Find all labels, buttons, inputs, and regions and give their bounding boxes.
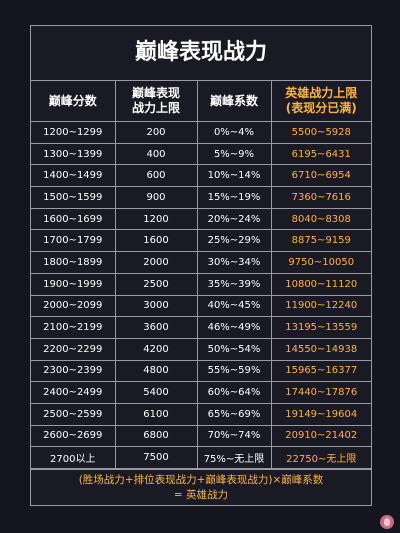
cell-score: 2000~2099 bbox=[31, 294, 116, 318]
cell-score: 2700以上 bbox=[31, 446, 116, 469]
cell-score: 1500~1599 bbox=[31, 186, 116, 209]
formula-line-1: (胜场战力+排位表现战力+巅峰表现战力)×巅峰系数 bbox=[78, 474, 324, 486]
cell-coefficient: 20%~24% bbox=[196, 207, 272, 231]
table-row: 2000~2099 3000 40%~45% 11900~12240 bbox=[31, 294, 371, 318]
cell-power-cap: 7500 bbox=[114, 446, 198, 469]
peak-power-table: 巅峰分数 巅峰表现 战力上限 巅峰系数 英雄战力上限 (表现分已满) 1200~… bbox=[31, 81, 371, 469]
table-row: 2700以上 7500 75%~无上限 22750~无上限 bbox=[31, 446, 371, 469]
cell-score: 2400~2499 bbox=[31, 381, 116, 404]
header-peak-power-cap-line1: 巅峰表现 bbox=[131, 86, 180, 100]
cell-score: 2200~2299 bbox=[31, 337, 116, 361]
cell-hero-power: 20910~21402 bbox=[270, 424, 371, 448]
table-row: 1700~1799 1600 25%~29% 8875~9159 bbox=[31, 229, 371, 253]
header-peak-coefficient: 巅峰系数 bbox=[196, 81, 272, 122]
cell-hero-power: 14550~14938 bbox=[270, 337, 371, 361]
table-row: 2100~2199 3600 46%~49% 13195~13559 bbox=[31, 316, 371, 339]
cell-hero-power: 6710~6954 bbox=[270, 164, 371, 188]
cell-score: 2100~2199 bbox=[31, 316, 116, 339]
table-row: 2600~2699 6800 70%~74% 20910~21402 bbox=[31, 424, 371, 448]
header-peak-power-cap-line2: 战力上限 bbox=[131, 101, 180, 115]
cell-coefficient: 75%~无上限 bbox=[196, 446, 272, 469]
header-hero-power-cap: 英雄战力上限 (表现分已满) bbox=[270, 81, 371, 122]
cell-coefficient: 70%~74% bbox=[196, 424, 272, 448]
table-row: 1400~1499 600 10%~14% 6710~6954 bbox=[31, 164, 371, 188]
cell-power-cap: 4200 bbox=[114, 337, 198, 361]
cell-score: 1400~1499 bbox=[31, 164, 116, 188]
cell-hero-power: 8875~9159 bbox=[270, 229, 371, 253]
formula-note: (胜场战力+排位表现战力+巅峰表现战力)×巅峰系数 = 英雄战力 bbox=[31, 469, 371, 505]
cell-score: 1800~1899 bbox=[31, 251, 116, 274]
table-body: 1200~1299 200 0%~4% 5500~5928 1300~1399 400 5… bbox=[31, 121, 371, 469]
cell-coefficient: 10%~14% bbox=[196, 164, 272, 188]
cell-hero-power: 19149~19604 bbox=[270, 402, 371, 426]
header-peak-score: 巅峰分数 bbox=[31, 81, 116, 122]
cell-power-cap: 3600 bbox=[114, 316, 198, 339]
cell-coefficient: 30%~34% bbox=[196, 251, 272, 274]
cell-power-cap: 1600 bbox=[114, 229, 198, 253]
cell-coefficient: 50%~54% bbox=[196, 337, 272, 361]
cell-score: 1600~1699 bbox=[31, 207, 116, 231]
cell-coefficient: 25%~29% bbox=[196, 229, 272, 253]
cell-power-cap: 400 bbox=[114, 142, 198, 166]
cell-score: 1700~1799 bbox=[31, 229, 116, 253]
cell-hero-power: 17440~17876 bbox=[270, 381, 371, 404]
peak-power-table-card: 巅峰表现战力 巅峰分数 巅峰表现 战力上限 巅峰系数 英雄战力上限 (表现分已满… bbox=[30, 25, 372, 506]
cell-power-cap: 6800 bbox=[114, 424, 198, 448]
cell-hero-power: 9750~10050 bbox=[270, 251, 371, 274]
cell-hero-power: 22750~无上限 bbox=[270, 446, 371, 469]
watermark bbox=[380, 515, 394, 529]
table-row: 2500~2599 6100 65%~69% 19149~19604 bbox=[31, 402, 371, 426]
table-row: 2200~2299 4200 50%~54% 14550~14938 bbox=[31, 337, 371, 361]
table-row: 1300~1399 400 5%~9% 6195~6431 bbox=[31, 142, 371, 166]
cell-power-cap: 4800 bbox=[114, 359, 198, 383]
cell-power-cap: 2000 bbox=[114, 251, 198, 274]
cell-coefficient: 5%~9% bbox=[196, 142, 272, 166]
cell-coefficient: 46%~49% bbox=[196, 316, 272, 339]
table-row: 2300~2399 4800 55%~59% 15965~16377 bbox=[31, 359, 371, 383]
cell-hero-power: 6195~6431 bbox=[270, 142, 371, 166]
cell-coefficient: 40%~45% bbox=[196, 294, 272, 318]
cell-power-cap: 200 bbox=[114, 121, 198, 144]
table-row: 1200~1299 200 0%~4% 5500~5928 bbox=[31, 121, 371, 144]
cell-power-cap: 3000 bbox=[114, 294, 198, 318]
table-header-row: 巅峰分数 巅峰表现 战力上限 巅峰系数 英雄战力上限 (表现分已满) bbox=[31, 81, 371, 122]
cell-score: 2500~2599 bbox=[31, 402, 116, 426]
table-title: 巅峰表现战力 bbox=[31, 26, 371, 81]
cell-hero-power: 5500~5928 bbox=[270, 121, 371, 144]
header-peak-power-cap: 巅峰表现 战力上限 bbox=[114, 81, 198, 122]
cell-power-cap: 2500 bbox=[114, 272, 198, 296]
cell-hero-power: 8040~8308 bbox=[270, 207, 371, 231]
table-row: 1900~1999 2500 35%~39% 10800~11120 bbox=[31, 272, 371, 296]
header-hero-power-cap-line2: (表现分已满) bbox=[285, 101, 357, 115]
header-hero-power-cap-line1: 英雄战力上限 bbox=[285, 86, 358, 100]
cell-power-cap: 6100 bbox=[114, 402, 198, 426]
cell-hero-power: 15965~16377 bbox=[270, 359, 371, 383]
cell-coefficient: 15%~19% bbox=[196, 186, 272, 209]
table-row: 1800~1899 2000 30%~34% 9750~10050 bbox=[31, 251, 371, 274]
cell-power-cap: 900 bbox=[114, 186, 198, 209]
cell-coefficient: 35%~39% bbox=[196, 272, 272, 296]
cell-coefficient: 0%~4% bbox=[196, 121, 272, 144]
cell-hero-power: 7360~7616 bbox=[270, 186, 371, 209]
cell-score: 2600~2699 bbox=[31, 424, 116, 448]
cell-hero-power: 13195~13559 bbox=[270, 316, 371, 339]
cell-power-cap: 5400 bbox=[114, 381, 198, 404]
cell-hero-power: 11900~12240 bbox=[270, 294, 371, 318]
cell-score: 1900~1999 bbox=[31, 272, 116, 296]
cell-hero-power: 10800~11120 bbox=[270, 272, 371, 296]
table-row: 1500~1599 900 15%~19% 7360~7616 bbox=[31, 186, 371, 209]
cell-coefficient: 65%~69% bbox=[196, 402, 272, 426]
table-row: 1600~1699 1200 20%~24% 8040~8308 bbox=[31, 207, 371, 231]
cell-score: 1200~1299 bbox=[31, 121, 116, 144]
cell-power-cap: 600 bbox=[114, 164, 198, 188]
cell-coefficient: 55%~59% bbox=[196, 359, 272, 383]
cell-coefficient: 60%~64% bbox=[196, 381, 272, 404]
cell-score: 2300~2399 bbox=[31, 359, 116, 383]
cell-score: 1300~1399 bbox=[31, 142, 116, 166]
table-row: 2400~2499 5400 60%~64% 17440~17876 bbox=[31, 381, 371, 404]
formula-line-2: = 英雄战力 bbox=[173, 489, 229, 501]
pink-logo-icon bbox=[380, 515, 394, 529]
cell-power-cap: 1200 bbox=[114, 207, 198, 231]
